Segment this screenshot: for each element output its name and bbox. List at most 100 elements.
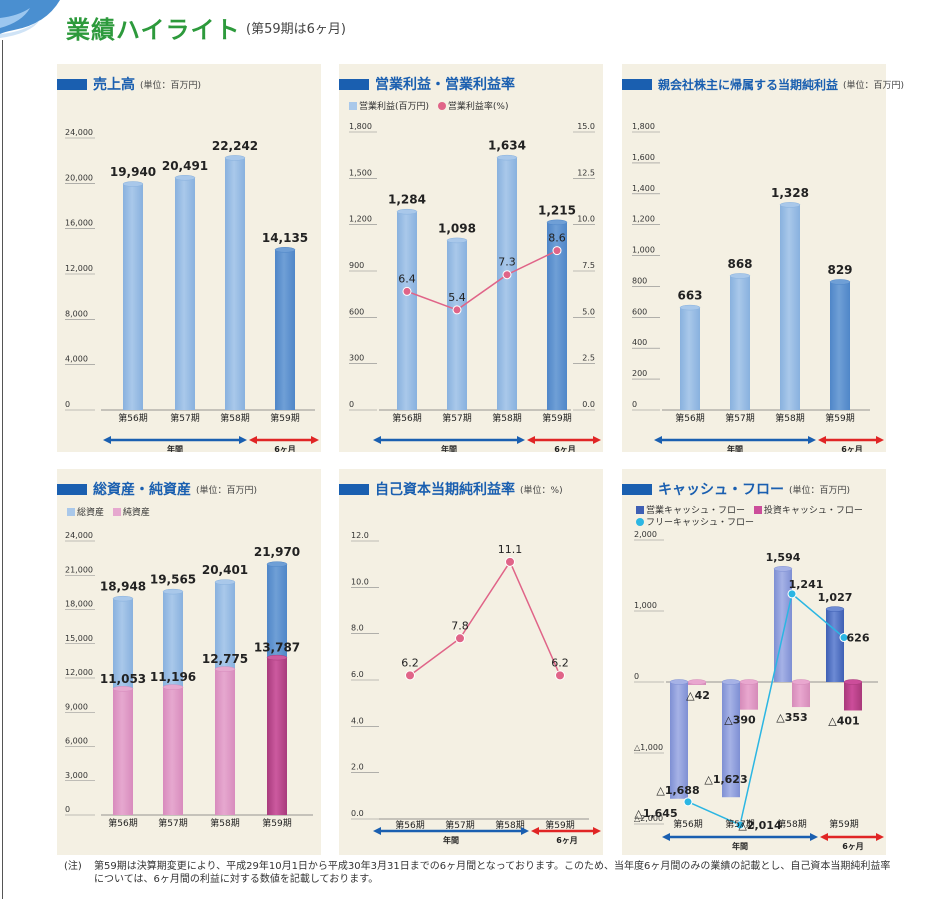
roe-point — [405, 670, 415, 681]
y-tick-label: 21,000 — [65, 565, 93, 574]
annual-label: 年間 — [727, 444, 743, 452]
net-assets-bar-cap — [266, 654, 288, 661]
title-bar-icon — [57, 78, 87, 90]
investing-cf-bar — [792, 682, 810, 708]
operating-cf-label: 1,027 — [818, 591, 853, 604]
roe-chart-title: 自己資本当期純利益率 — [375, 482, 515, 498]
operating-profit-chart-title: 営業利益・営業利益率 — [375, 77, 515, 93]
title-bar-icon — [339, 78, 369, 90]
y-tick-label: 1,200 — [632, 215, 655, 224]
operating-cf-bar — [670, 682, 688, 799]
annual-label: 年間 — [443, 835, 459, 845]
investing-cf-bar-cap — [843, 679, 863, 685]
investing-cf-label: △353 — [776, 711, 807, 724]
sales-bar-cap — [122, 181, 144, 187]
half-year-label: 6ヶ月 — [554, 445, 576, 452]
operating-profit-value-label: 1,284 — [388, 193, 426, 207]
y2-tick-label: 7.5 — [582, 261, 595, 270]
category-label: 第56期 — [392, 412, 421, 424]
operating-margin-label: 8.6 — [548, 232, 566, 245]
legend-swatch-net — [112, 508, 121, 516]
sales-value-label: 19,940 — [110, 165, 156, 179]
y-tick-label: 0 — [632, 400, 637, 409]
assets-chart-title: 総資産・純資産 — [93, 482, 191, 498]
cash-flow-chart-title: キャッシュ・フロー — [658, 482, 784, 498]
net-income-chart-header: 親会社株主に帰属する当期純利益 (単位：百万円) — [622, 76, 904, 92]
category-label: 第59期 — [829, 818, 858, 830]
half-year-arrow-head-right — [876, 436, 884, 444]
category-label: 第56期 — [395, 819, 424, 831]
total-assets-value-label: 18,948 — [100, 580, 146, 594]
y-tick-label: 1,600 — [632, 153, 655, 162]
cash-flow-legend: 営業キャッシュ・フロー 投資キャッシュ・フロー フリーキャッシュ・フロー — [636, 505, 869, 529]
category-label: 第58期 — [492, 412, 521, 424]
half-year-arrow-head-left — [820, 833, 828, 841]
investing-cf-bar — [740, 682, 758, 710]
title-bar-icon — [622, 483, 652, 495]
sales-value-label: 14,135 — [262, 231, 308, 245]
assets-chart-unit: (単位：百万円) — [196, 485, 258, 496]
operating-profit-bar-cap — [396, 208, 418, 215]
half-year-label: 6ヶ月 — [274, 445, 296, 452]
operating-profit-chart-svg: 0 300 600 900 1,200 1,500 1,800 0.0 2.5 5.0 7.5 10.… — [349, 122, 601, 452]
y-tick-label: 4.0 — [351, 716, 364, 725]
free-cf-point — [839, 633, 849, 643]
roe-value-label: 11.1 — [498, 543, 523, 556]
y-tick-label: 2,000 — [634, 530, 657, 539]
total-assets-value-label: 19,565 — [150, 573, 196, 587]
category-label: 第59期 — [542, 412, 571, 424]
assets-chart-svg: 0 3,000 6,000 9,000 12,000 15,000 18,000 21,000… — [65, 531, 313, 829]
half-year-arrow-head-left — [818, 436, 826, 444]
category-label: 第59期 — [270, 412, 299, 424]
sales-value-label: 22,242 — [212, 139, 258, 153]
net-assets-value-label: 11,053 — [100, 672, 146, 686]
operating-cf-label: 1,594 — [766, 551, 801, 564]
roe-chart-svg: 0.0 2.0 4.0 6.0 8.0 10.0 12.0 6.2 7.8 11.1 6.2 第56期… — [351, 531, 601, 845]
net-income-chart-panel: 親会社株主に帰属する当期純利益 (単位：百万円) 0 200 400 600 800 1,… — [622, 64, 904, 452]
operating-profit-bar — [397, 211, 417, 410]
operating-margin-point — [402, 286, 412, 296]
y-tick-label: 1,000 — [634, 601, 657, 610]
legend-swatch-investing — [753, 506, 762, 514]
operating-margin-point — [502, 270, 512, 280]
title-bar-icon — [57, 483, 87, 495]
sales-bar-cap — [274, 247, 296, 253]
y-tick-label: 0 — [634, 672, 639, 681]
operating-profit-chart-panel: 営業利益・営業利益率 営業利益(百万円) 営業利益率(%) 0 300 600 900… — [339, 64, 603, 452]
category-label: 第57期 — [725, 412, 754, 424]
y-tick-label: 600 — [349, 307, 364, 316]
net-assets-value-label: 11,196 — [150, 670, 196, 684]
net-income-value-label: 1,328 — [771, 186, 809, 200]
y-tick-label: 24,000 — [65, 531, 93, 540]
y-tick-label: △2,000 — [634, 814, 663, 823]
operating-profit-chart-header: 営業利益・営業利益率 — [339, 76, 515, 93]
roe-value-label: 6.2 — [551, 656, 569, 669]
annual-arrow-head-left — [373, 436, 381, 444]
y-tick-label: 24,000 — [65, 128, 93, 137]
net-income-value-label: 868 — [727, 257, 752, 271]
category-label: 第56期 — [108, 817, 137, 829]
net-income-bar — [830, 281, 850, 410]
page-subtitle: (第59期は6ヶ月) — [246, 22, 346, 37]
half-year-arrow-head-right — [876, 833, 884, 841]
y2-tick-label: 5.0 — [582, 307, 595, 316]
y-tick-label: 200 — [632, 369, 647, 378]
net-assets-bar — [215, 669, 235, 815]
sales-bar-cap — [174, 175, 196, 181]
operating-profit-legend: 営業利益(百万円) 営業利益率(%) — [349, 99, 514, 112]
operating-margin-line — [406, 249, 558, 311]
y-tick-label: 4,000 — [65, 355, 88, 364]
y-tick-label: 3,000 — [65, 771, 88, 780]
legend-item-free-cf: フリーキャッシュ・フロー — [636, 518, 754, 528]
net-income-chart-svg: 0 200 400 600 800 1,000 1,200 1,400 1,600 1,800 66… — [632, 122, 884, 452]
roe-chart-unit: (単位：%) — [520, 485, 563, 496]
annual-arrow-head-right — [810, 833, 818, 841]
net-income-value-label: 829 — [827, 263, 852, 277]
y-tick-label: 18,000 — [65, 600, 93, 609]
operating-margin-label: 7.3 — [498, 256, 516, 269]
legend-swatch-total — [67, 508, 75, 516]
left-border-line — [2, 40, 3, 899]
operating-cf-bar — [826, 609, 844, 682]
operating-cf-bar-cap — [825, 606, 845, 612]
category-label: 第57期 — [170, 412, 199, 424]
